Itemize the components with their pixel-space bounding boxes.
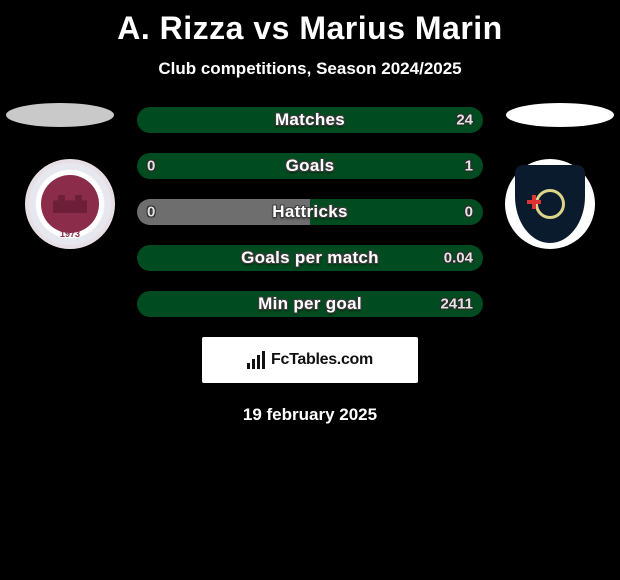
stat-label: Goals <box>286 156 335 176</box>
stat-right-value: 0.04 <box>444 250 473 267</box>
stat-label: Min per goal <box>258 294 362 314</box>
stat-right-value: 1 <box>465 158 473 175</box>
right-club-logo <box>505 159 595 249</box>
stat-right-value: 24 <box>456 112 473 129</box>
date: 19 february 2025 <box>0 405 620 425</box>
stat-bars: Matches 24 0 Goals 1 0 Hattricks 0 Goals per mat… <box>137 107 483 317</box>
left-club-crest-icon <box>41 175 99 233</box>
stat-right-value: 2411 <box>440 296 473 313</box>
right-club-crest-icon <box>515 165 585 243</box>
stat-left-value: 0 <box>147 158 155 175</box>
stat-bar: Min per goal 2411 <box>137 291 483 317</box>
stat-bar: Goals per match 0.04 <box>137 245 483 271</box>
left-club-year: 1973 <box>60 229 80 239</box>
brand-bars-icon <box>247 351 265 369</box>
left-player-ellipse <box>6 103 114 127</box>
stat-bar: 0 Hattricks 0 <box>137 199 483 225</box>
brand-box[interactable]: FcTables.com <box>202 337 418 383</box>
right-player-ellipse <box>506 103 614 127</box>
page-title: A. Rizza vs Marius Marin <box>0 0 620 47</box>
stat-label: Hattricks <box>272 202 347 222</box>
stat-label: Goals per match <box>241 248 379 268</box>
stat-bar: Matches 24 <box>137 107 483 133</box>
stat-bar: 0 Goals 1 <box>137 153 483 179</box>
stat-right-value: 0 <box>465 204 473 221</box>
stat-label: Matches <box>275 110 345 130</box>
comparison-panel: 1973 Matches 24 0 Goals 1 0 Hattricks 0 Goals pe… <box>0 107 620 425</box>
subtitle: Club competitions, Season 2024/2025 <box>0 59 620 79</box>
stat-left-value: 0 <box>147 204 155 221</box>
brand-text: FcTables.com <box>271 351 373 369</box>
left-club-logo: 1973 <box>25 159 115 249</box>
